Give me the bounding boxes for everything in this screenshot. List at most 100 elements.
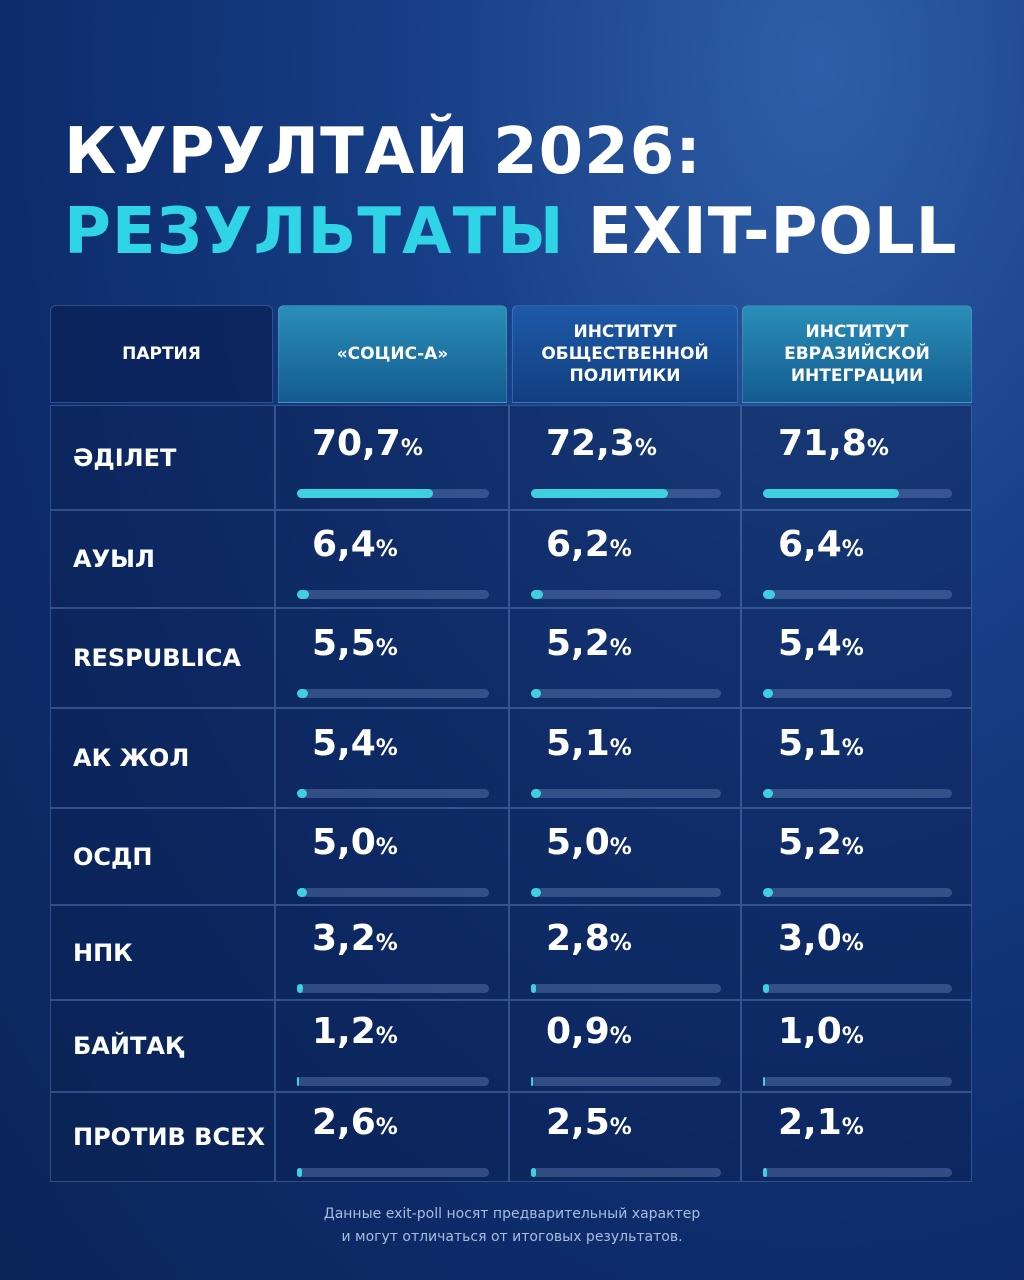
column-header: ИНСТИТУТ ОБЩЕСТВЕННОЙ ПОЛИТИКИ	[512, 305, 738, 403]
bar	[297, 1168, 302, 1177]
value-label: 3,0%	[778, 917, 864, 959]
bar	[297, 789, 308, 798]
value-label: 70,7%	[312, 422, 423, 464]
value-cell: 1,2%	[275, 1000, 509, 1092]
value-label: 2,1%	[778, 1102, 864, 1143]
bar-track	[297, 689, 489, 698]
party-name: БАЙТАҚ	[50, 1000, 275, 1092]
value-label: 2,5%	[546, 1102, 632, 1143]
bar	[763, 590, 776, 599]
bar-track	[763, 983, 952, 993]
value-cell: 71,8%	[741, 405, 972, 510]
bar-track	[531, 488, 721, 498]
party-name: ПРОТИВ ВСЕХ	[50, 1092, 275, 1182]
bar	[531, 590, 543, 599]
bar-track	[531, 887, 721, 897]
value-label: 1,0%	[778, 1011, 864, 1052]
value-cell: 5,4%	[741, 608, 972, 708]
bar-track	[763, 789, 952, 798]
bar-track	[297, 789, 489, 798]
bar	[531, 488, 669, 498]
bar	[297, 689, 308, 698]
bar	[297, 1077, 300, 1086]
bar	[531, 689, 541, 698]
value-label: 71,8%	[778, 422, 889, 464]
value-label: 2,8%	[546, 917, 632, 959]
value-cell: 70,7%	[275, 405, 509, 510]
bar-track	[297, 983, 489, 993]
value-cell: 5,2%	[741, 808, 972, 905]
value-label: 5,4%	[778, 623, 864, 664]
bar	[531, 887, 541, 897]
title-line2: РЕЗУЛЬТАТЫ EXIT-POLL	[64, 195, 957, 269]
bar-track	[297, 1168, 489, 1177]
value-cell: 0,9%	[509, 1000, 741, 1092]
title-line1: КУРУЛТАЙ 2026:	[64, 115, 702, 189]
value-label: 5,5%	[312, 623, 398, 664]
bar	[763, 689, 774, 698]
bar	[763, 789, 773, 798]
value-cell: 2,5%	[509, 1092, 741, 1182]
value-label: 72,3%	[546, 422, 657, 464]
value-cell: 6,4%	[741, 510, 972, 608]
value-cell: 5,5%	[275, 608, 509, 708]
bar-track	[297, 590, 489, 599]
title-rest: EXIT-POLL	[587, 195, 958, 269]
value-cell: 1,0%	[741, 1000, 972, 1092]
bar	[531, 1168, 536, 1177]
bar	[531, 1077, 533, 1086]
value-cell: 2,6%	[275, 1092, 509, 1182]
value-label: 5,1%	[546, 723, 632, 764]
bar-track	[531, 983, 721, 993]
value-cell: 72,3%	[509, 405, 741, 510]
bar-track	[763, 887, 952, 897]
bar	[531, 983, 537, 993]
bar	[531, 789, 541, 798]
bar-track	[531, 1077, 721, 1086]
value-cell: 6,4%	[275, 510, 509, 608]
bar-track	[297, 488, 489, 498]
value-cell: 2,8%	[509, 905, 741, 1000]
party-name: НПК	[50, 905, 275, 1000]
value-cell: 3,2%	[275, 905, 509, 1000]
bar	[763, 983, 769, 993]
value-cell: 5,4%	[275, 708, 509, 808]
value-label: 2,6%	[312, 1102, 398, 1143]
value-label: 5,0%	[546, 821, 632, 863]
value-label: 6,4%	[778, 524, 864, 565]
bar-track	[763, 1168, 952, 1177]
value-cell: 2,1%	[741, 1092, 972, 1182]
bar	[763, 488, 899, 498]
value-label: 5,2%	[778, 821, 864, 863]
value-label: 5,4%	[312, 723, 398, 764]
value-cell: 5,0%	[509, 808, 741, 905]
bar	[763, 1168, 767, 1177]
value-label: 5,2%	[546, 623, 632, 664]
value-label: 5,0%	[312, 821, 398, 863]
value-label: 3,2%	[312, 917, 398, 959]
bar-track	[763, 689, 952, 698]
bar-track	[531, 590, 721, 599]
value-cell: 6,2%	[509, 510, 741, 608]
bar-track	[763, 590, 952, 599]
bar-track	[763, 488, 952, 498]
value-label: 5,1%	[778, 723, 864, 764]
party-name: RESPUBLICA	[50, 608, 275, 708]
bar	[297, 488, 433, 498]
value-cell: 5,2%	[509, 608, 741, 708]
party-name: АУЫЛ	[50, 510, 275, 608]
value-cell: 5,1%	[509, 708, 741, 808]
column-header: «СОЦИС-А»	[278, 305, 507, 403]
value-label: 1,2%	[312, 1011, 398, 1052]
bar-track	[297, 1077, 489, 1086]
value-label: 0,9%	[546, 1011, 632, 1052]
party-name: АК ЖОЛ	[50, 708, 275, 808]
value-cell: 5,0%	[275, 808, 509, 905]
bar-track	[531, 1168, 721, 1177]
bar-track	[531, 689, 721, 698]
value-label: 6,4%	[312, 524, 398, 565]
title-accent: РЕЗУЛЬТАТЫ	[64, 195, 565, 269]
bar	[297, 983, 304, 993]
bar	[763, 1077, 765, 1086]
